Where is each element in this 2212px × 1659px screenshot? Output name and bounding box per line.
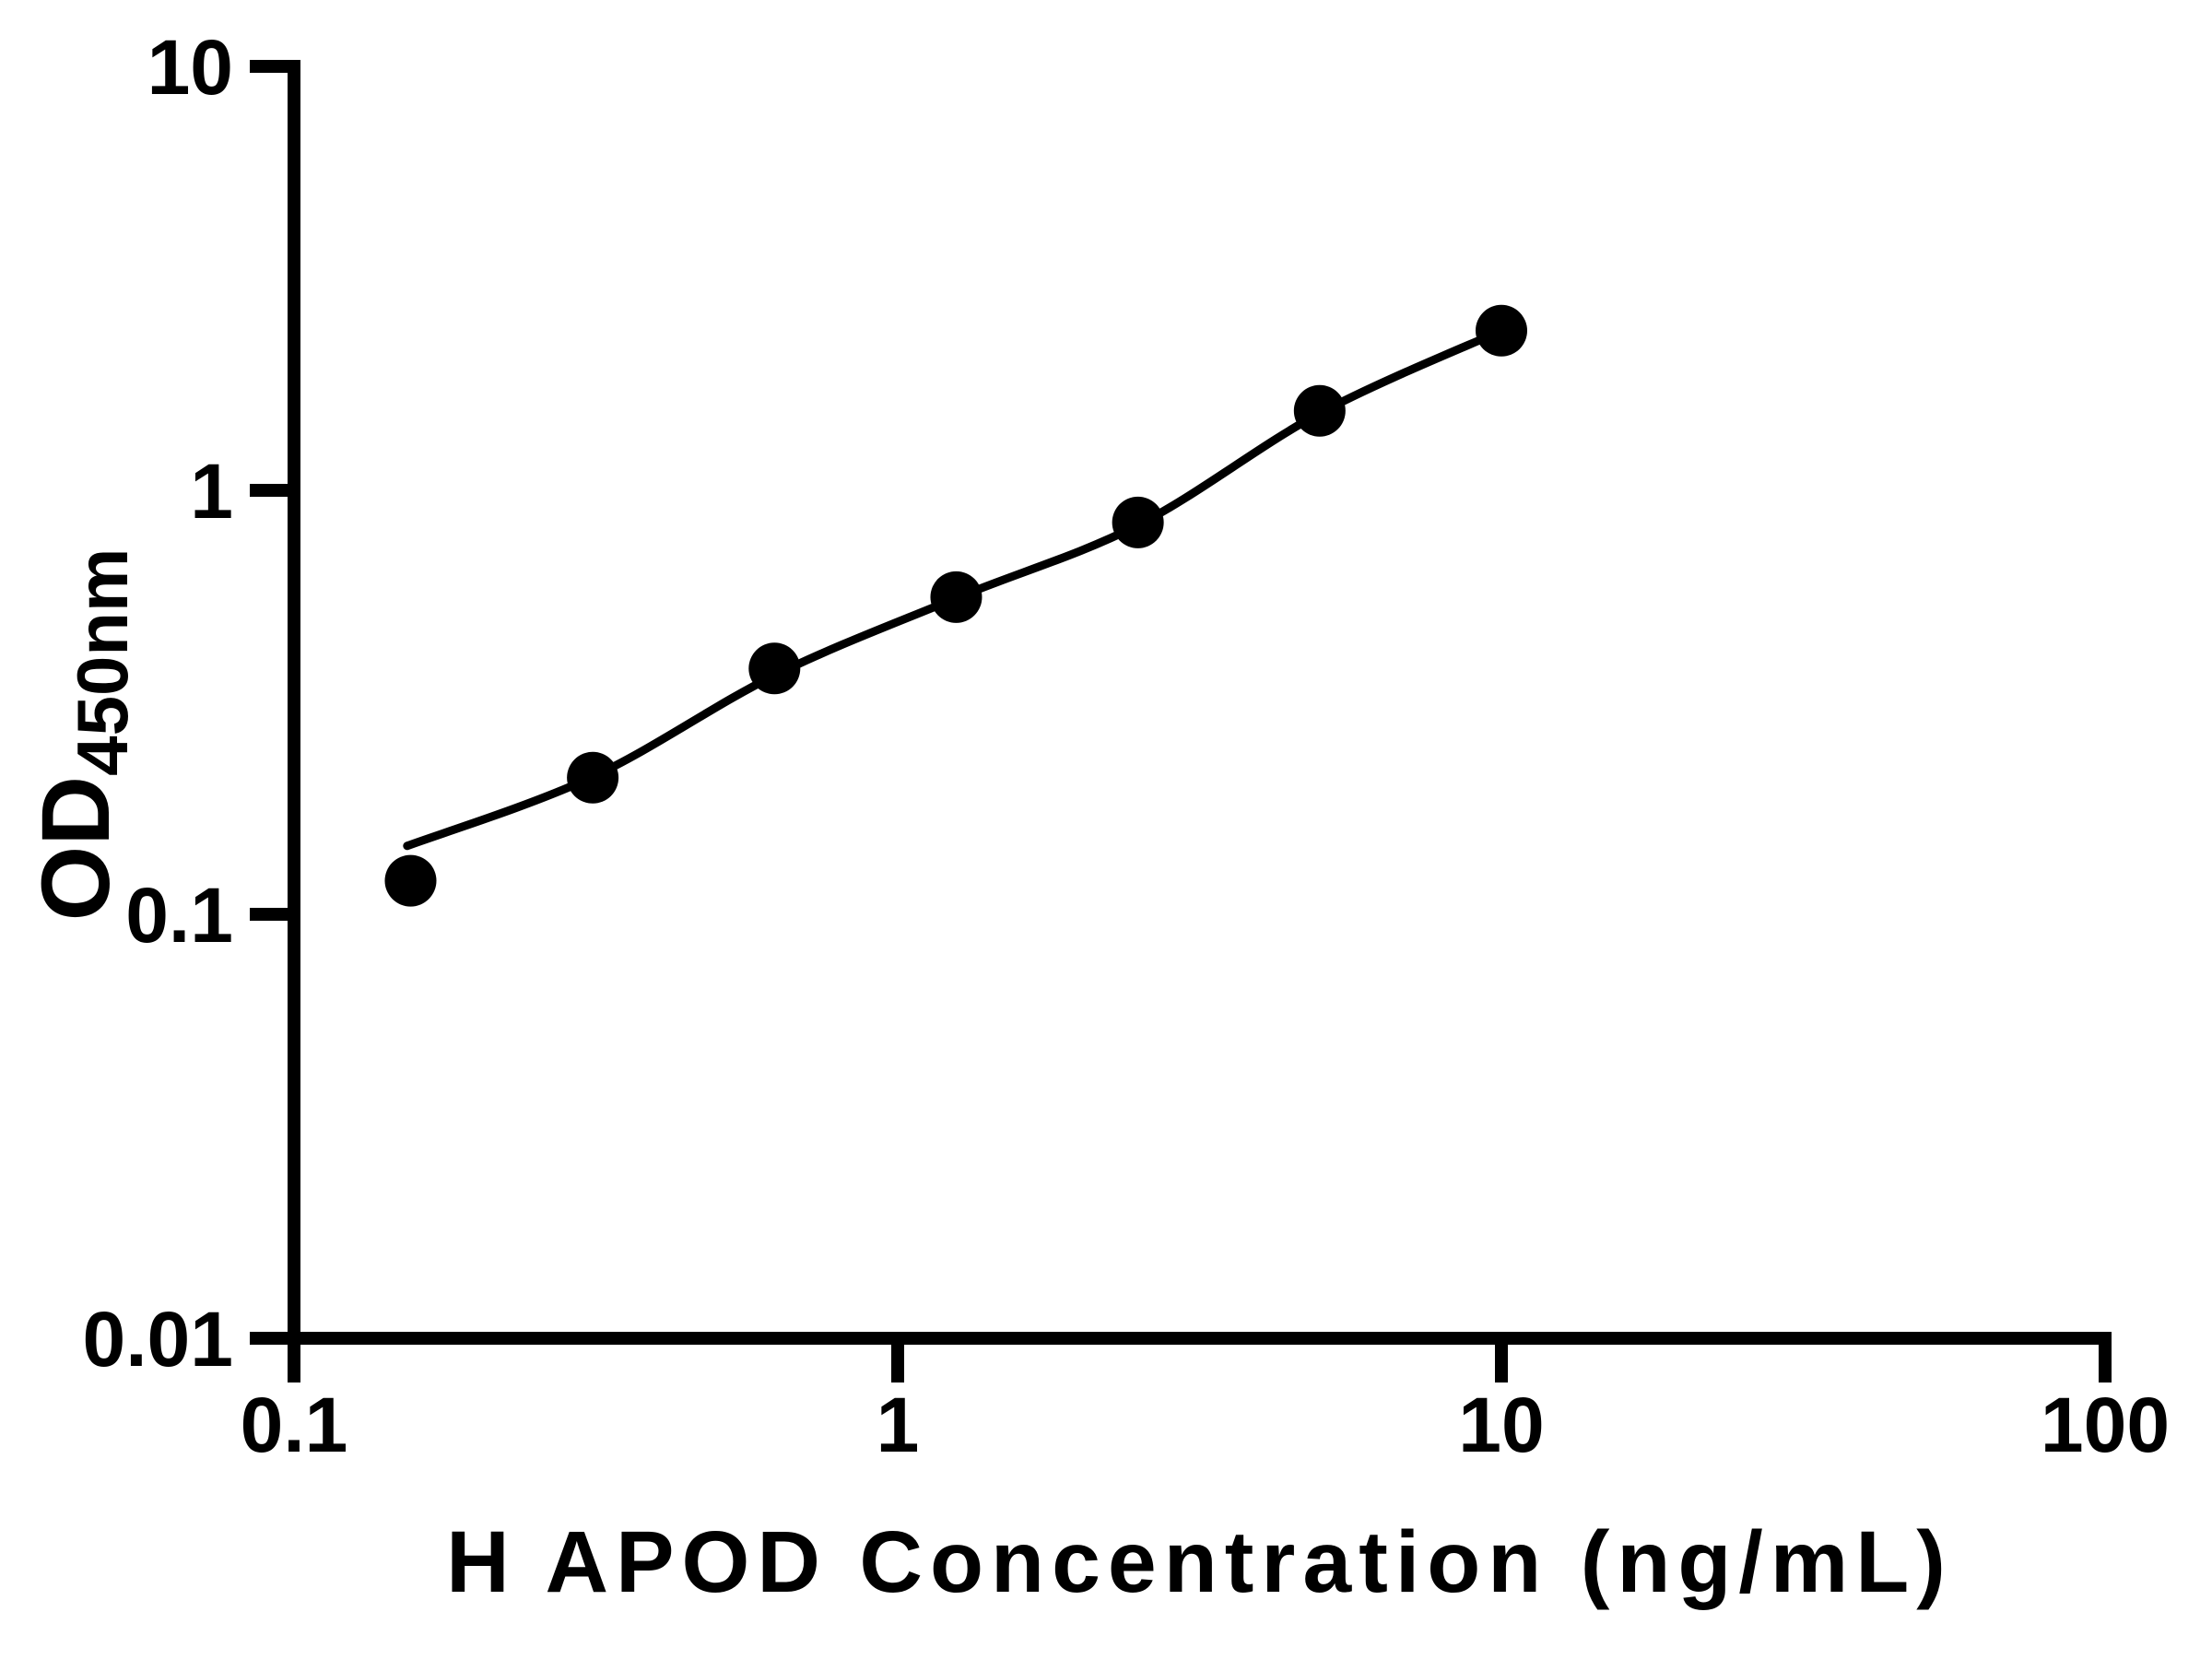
data-point bbox=[748, 642, 801, 695]
data-point bbox=[384, 854, 437, 907]
x-tick-label: 0.1 bbox=[241, 1382, 348, 1468]
data-point bbox=[567, 751, 619, 804]
y-tick-label: 1 bbox=[190, 448, 233, 535]
x-tick-label: 10 bbox=[1458, 1382, 1544, 1468]
data-point bbox=[1476, 304, 1527, 357]
x-tick-label: 100 bbox=[2041, 1382, 2170, 1468]
y-tick-label: 0.01 bbox=[83, 1296, 234, 1382]
x-axis-title: H APOD Concentration (ng/mL) bbox=[446, 1513, 1953, 1611]
data-points-group bbox=[384, 304, 1527, 907]
y-axis-title-main: OD bbox=[22, 776, 130, 922]
y-axis-title-subscript: 450nm bbox=[62, 548, 143, 776]
data-point bbox=[1293, 384, 1346, 437]
data-point bbox=[930, 571, 982, 623]
x-tick-label: 1 bbox=[877, 1382, 920, 1468]
data-point bbox=[1112, 496, 1164, 548]
y-axis-title: OD450nm bbox=[22, 548, 143, 922]
y-tick-label: 10 bbox=[147, 24, 233, 111]
ticks-group bbox=[250, 60, 2112, 1382]
axes-group bbox=[288, 60, 2112, 1345]
y-tick-label: 0.1 bbox=[125, 872, 233, 959]
